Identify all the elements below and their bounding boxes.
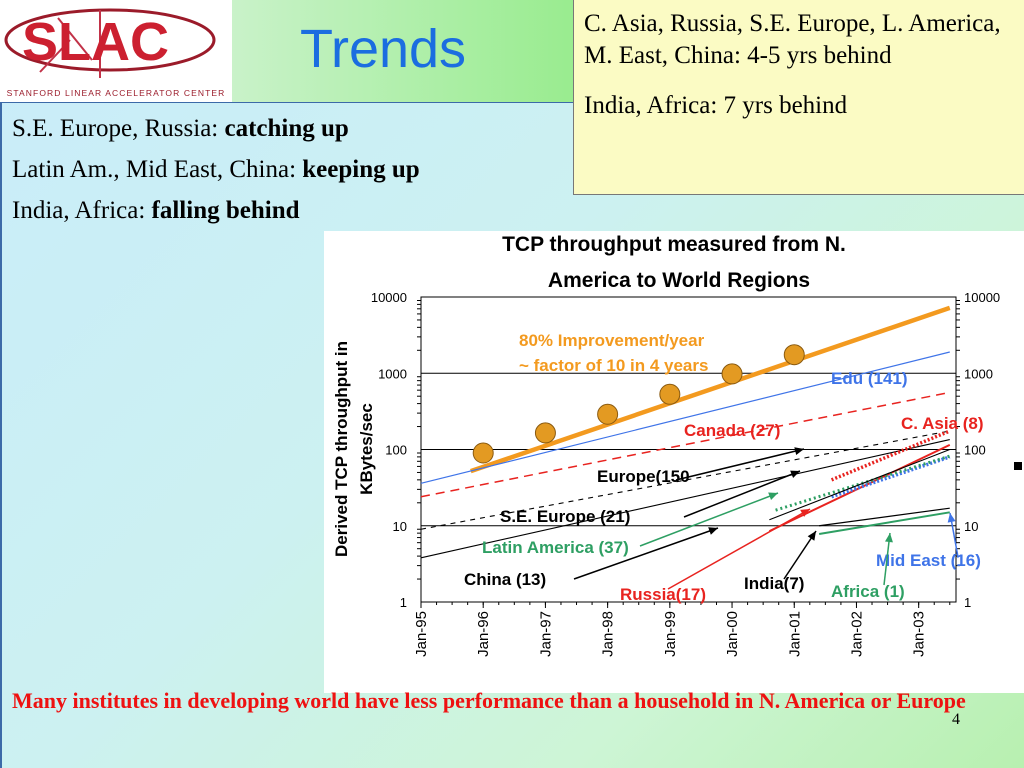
series-line (769, 448, 950, 521)
improvement-point (597, 403, 619, 425)
pointer-arrow-line (639, 492, 779, 547)
improvement-annotation-line1: 80% Improvement/year (519, 331, 705, 350)
series-label: C. Asia (8) (901, 414, 984, 433)
y-tick-label-right: 10 (964, 519, 978, 534)
footer-note: Many institutes in developing world have… (12, 688, 966, 713)
y-tick-label-left: 100 (385, 443, 407, 458)
lag-summary-line2: India, Africa: 7 yrs behind (584, 92, 848, 119)
logo-text: SLAC (22, 12, 169, 72)
lag-summary-line1: C. Asia, Russia, S.E. Europe, L. America… (584, 10, 1001, 69)
bullet-dot (1014, 462, 1022, 470)
pointer-arrow-line (667, 508, 811, 590)
lag-summary-box: C. Asia, Russia, S.E. Europe, L. America… (573, 0, 1024, 195)
status-label: S.E. Europe, Russia: (12, 115, 225, 142)
page-number: 4 (952, 711, 960, 728)
series-label: Mid East (16) (876, 551, 981, 570)
y-axis-label-line2: KBytes/sec (357, 403, 376, 495)
y-tick-label-left: 1000 (378, 366, 407, 381)
x-tick-label: Jan-95 (413, 611, 430, 657)
improvement-annotation-line2: ~ factor of 10 in 4 years (519, 356, 708, 375)
logo-subtitle: Stanford Linear Accelerator Center (6, 88, 226, 98)
status-value: falling behind (151, 197, 300, 224)
status-label: Latin Am., Mid East, China: (12, 156, 303, 183)
x-tick-label: Jan-96 (475, 611, 492, 657)
series-label: Latin America (37) (482, 538, 629, 557)
pointer-arrow-line (683, 470, 801, 518)
improvement-point (783, 344, 805, 366)
series-line (420, 439, 950, 559)
y-tick-label-right: 1 (964, 595, 971, 610)
series-line (830, 429, 951, 482)
title-band (232, 0, 574, 102)
y-tick-label-left: 10 (393, 519, 407, 534)
y-tick-label-left: 1 (400, 595, 407, 610)
pointer-arrow-head (947, 513, 956, 523)
chart-title-line1: TCP throughput measured from N. (502, 233, 846, 256)
series-line (818, 511, 950, 535)
series-line (470, 305, 951, 474)
series-label: Russia(17) (620, 585, 706, 604)
y-tick-label-right: 10000 (964, 290, 1000, 305)
series-line (420, 351, 950, 484)
pointer-arrow-head (794, 447, 804, 456)
improvement-point (534, 422, 556, 444)
series-line (831, 455, 951, 499)
throughput-chart: TCP throughput measured from N. America t… (324, 231, 1024, 693)
pointer-arrow-head (800, 509, 810, 517)
x-tick-label: Jan-03 (911, 611, 928, 657)
pointer-arrow-head (884, 533, 893, 543)
status-value: catching up (224, 115, 349, 142)
improvement-point (472, 442, 494, 464)
chart-svg: TCP throughput measured from N. America t… (332, 233, 1000, 657)
y-tick-label-left: 10000 (371, 290, 407, 305)
status-label: India, Africa: (12, 197, 152, 224)
x-tick-label: Jan-98 (600, 611, 617, 657)
content-frame (0, 102, 1024, 768)
slac-logo-mark: SLAC (4, 8, 216, 78)
logo-spark-lines (39, 10, 101, 78)
slide-title: Trends (300, 19, 467, 79)
x-tick-label: Jan-02 (848, 611, 865, 657)
series-label: S.E. Europe (21) (500, 507, 630, 526)
series-label: China (13) (464, 570, 546, 589)
series-label: Edu (141) (831, 369, 908, 388)
status-line-latin-am: Latin Am., Mid East, China: keeping up (12, 156, 420, 184)
series-label: Africa (1) (831, 582, 905, 601)
slac-logo: SLAC Stanford Linear Accelerator Center (0, 0, 232, 102)
pointer-arrow-line (783, 530, 817, 580)
series-label: India(7) (744, 574, 804, 593)
status-value: keeping up (302, 156, 420, 183)
pointer-arrow-line (573, 527, 719, 580)
series-label: Europe(150 (597, 467, 690, 486)
pointer-arrow-head (708, 527, 718, 535)
y-tick-label-right: 100 (964, 443, 986, 458)
y-tick-label-right: 1000 (964, 366, 993, 381)
pointer-arrow-head (768, 492, 778, 500)
x-tick-label: Jan-99 (662, 611, 679, 657)
improvement-point (721, 363, 743, 385)
status-line-se-europe: S.E. Europe, Russia: catching up (12, 115, 349, 143)
x-tick-label: Jan-97 (537, 611, 554, 657)
pointer-arrow-head (807, 531, 816, 541)
improvement-point (659, 383, 681, 405)
chart-title-line2: America to World Regions (548, 269, 810, 292)
logo-orbit-ellipse (4, 8, 216, 72)
series-label: Canada (27) (684, 421, 780, 440)
pointer-arrow-head (790, 470, 800, 479)
x-tick-label: Jan-00 (724, 611, 741, 657)
pointer-arrow-line (675, 448, 805, 481)
status-line-india-africa: India, Africa: falling behind (12, 197, 300, 225)
y-axis-label-line1: Derived TCP throughput in (332, 341, 351, 557)
series-line (819, 507, 950, 527)
x-tick-label: Jan-01 (786, 611, 803, 657)
